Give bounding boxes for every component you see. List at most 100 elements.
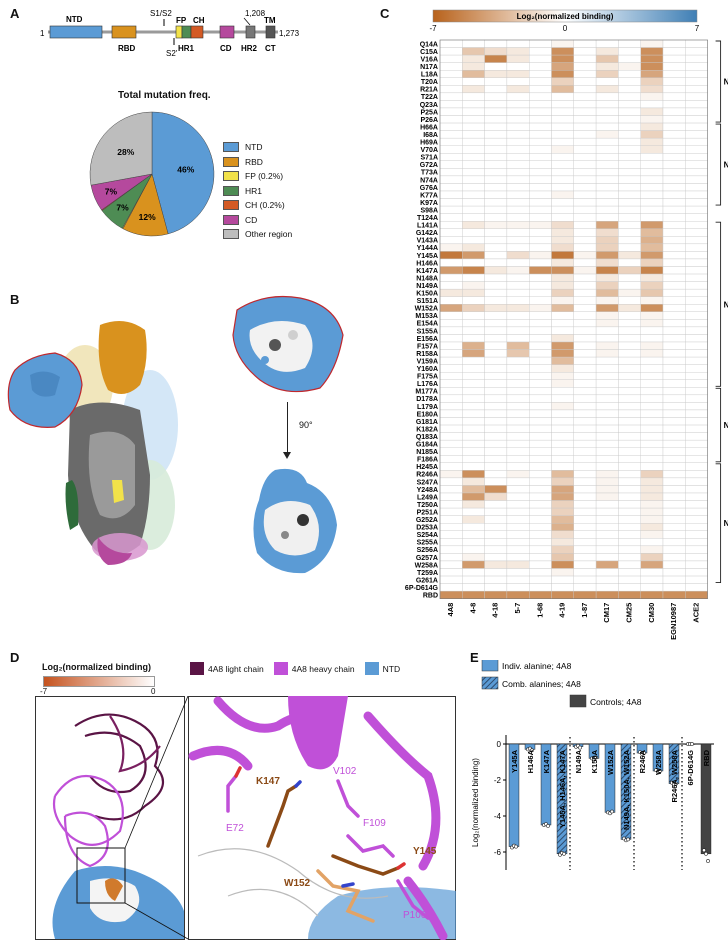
heatmap-cell bbox=[462, 62, 485, 71]
dm-box-hr1 bbox=[181, 25, 192, 39]
heatmap-cell bbox=[640, 364, 664, 373]
heatmap-cell bbox=[484, 213, 508, 222]
heatmap-cell bbox=[662, 530, 686, 539]
heatmap-cell bbox=[662, 213, 686, 222]
heatmap-bracket bbox=[715, 463, 722, 584]
pie-label-hr1: 7% bbox=[116, 203, 129, 213]
dm-box-cd bbox=[219, 25, 235, 39]
heatmap-cell bbox=[685, 500, 708, 509]
pie-legend-label: HR1 bbox=[245, 185, 263, 196]
heatmap-cell bbox=[551, 296, 574, 305]
heatmap-bracket-label: N4 bbox=[724, 421, 728, 430]
heatmap-cell bbox=[573, 220, 597, 229]
heatmap-cell bbox=[618, 462, 641, 471]
heatmap-cell bbox=[506, 583, 530, 592]
heatmap-cell bbox=[573, 183, 597, 192]
heatmap-cell bbox=[662, 145, 686, 154]
heatmap-cell bbox=[439, 100, 463, 109]
heatmap-cell bbox=[551, 137, 574, 146]
heatmap-cell bbox=[528, 39, 552, 48]
heatmap-cell bbox=[462, 190, 485, 199]
heatmap-cell bbox=[551, 470, 574, 479]
heatmap-cell bbox=[484, 251, 508, 260]
heatmap-cell bbox=[506, 470, 530, 479]
heatmap-cell bbox=[462, 372, 485, 380]
heatmap-cell bbox=[662, 130, 686, 139]
heatmap-cell bbox=[662, 39, 686, 48]
heatmap-cell bbox=[573, 439, 597, 448]
heatmap-cell bbox=[551, 455, 574, 464]
pie-legend-item: HR1 bbox=[223, 184, 292, 199]
heatmap-cell bbox=[573, 372, 597, 380]
heatmap-cell bbox=[439, 220, 463, 229]
heatmap-cell bbox=[618, 160, 641, 169]
heatmap-row-label: P251A bbox=[417, 509, 438, 516]
heatmap-cell bbox=[573, 575, 597, 584]
heatmap-cell bbox=[462, 379, 485, 388]
heatmap-cell bbox=[618, 198, 641, 207]
heatmap-cell bbox=[506, 54, 530, 63]
heatmap-cell bbox=[618, 243, 641, 252]
heatmap-cell bbox=[640, 160, 664, 169]
heatmap-cell bbox=[551, 85, 574, 94]
rotation-arrow bbox=[287, 402, 288, 454]
heatmap-cell bbox=[573, 69, 597, 78]
heatmap-cell bbox=[439, 372, 463, 380]
heatmap-cell bbox=[528, 69, 552, 78]
heatmap-cell bbox=[573, 311, 597, 320]
heatmap-cell bbox=[685, 455, 708, 464]
heatmap-cell bbox=[528, 213, 552, 222]
d-legend-swatch bbox=[190, 662, 204, 675]
heatmap-cell bbox=[595, 122, 619, 131]
heatmap-cell bbox=[662, 258, 686, 267]
heatmap-row-label: W152A bbox=[415, 306, 438, 313]
heatmap-cell bbox=[551, 198, 574, 207]
residue-f109: F109 bbox=[363, 818, 386, 829]
heatmap-cell bbox=[573, 341, 597, 350]
heatmap-cell bbox=[662, 341, 686, 350]
heatmap-cell bbox=[528, 568, 552, 577]
heatmap-cell bbox=[462, 122, 485, 131]
heatmap-cell bbox=[439, 319, 463, 328]
heatmap-cell bbox=[484, 447, 508, 456]
heatmap-cell bbox=[484, 153, 508, 162]
heatmap-cell bbox=[618, 424, 641, 433]
heatmap-cell bbox=[439, 364, 463, 373]
d-legend-swatch bbox=[273, 662, 288, 675]
heatmap-cell bbox=[573, 115, 597, 124]
heatmap-cell bbox=[685, 137, 708, 146]
heatmap-cell bbox=[618, 447, 641, 456]
heatmap-cell bbox=[662, 107, 686, 116]
heatmap-cell bbox=[506, 477, 530, 486]
rotation-arrowhead bbox=[283, 452, 291, 459]
heatmap-row-label: H69A bbox=[420, 140, 438, 147]
heatmap-cell bbox=[506, 258, 530, 267]
heatmap-cell bbox=[506, 326, 530, 335]
heatmap-cell bbox=[484, 560, 508, 569]
heatmap-row-label: V143A bbox=[417, 238, 438, 245]
heatmap-cell bbox=[662, 183, 686, 192]
dm-label-ntd: NTD bbox=[66, 15, 83, 24]
heatmap-cell bbox=[595, 492, 619, 501]
heatmap-cell bbox=[462, 107, 485, 116]
heatmap-cell bbox=[551, 319, 574, 328]
pie-legend-label: NTD bbox=[245, 142, 263, 153]
heatmap-cell bbox=[484, 553, 508, 562]
heatmap-colorbar-max: 7 bbox=[695, 24, 700, 33]
bar-y-tick-label: 0 bbox=[497, 740, 502, 749]
heatmap-cell bbox=[573, 500, 597, 509]
heatmap-cell bbox=[528, 220, 552, 229]
heatmap-cell bbox=[506, 130, 530, 139]
heatmap-cell bbox=[462, 281, 485, 290]
heatmap-cell bbox=[662, 92, 686, 101]
heatmap-cell bbox=[439, 281, 463, 290]
heatmap-cell bbox=[640, 568, 664, 577]
heatmap-cell bbox=[573, 273, 597, 282]
heatmap-cell bbox=[662, 205, 686, 214]
heatmap-cell bbox=[439, 523, 463, 531]
heatmap-row-label: K77A bbox=[420, 192, 438, 199]
heatmap-cell bbox=[662, 349, 686, 358]
heatmap-cell bbox=[439, 334, 463, 343]
heatmap-cell bbox=[462, 54, 485, 63]
heatmap-cell bbox=[685, 39, 708, 48]
